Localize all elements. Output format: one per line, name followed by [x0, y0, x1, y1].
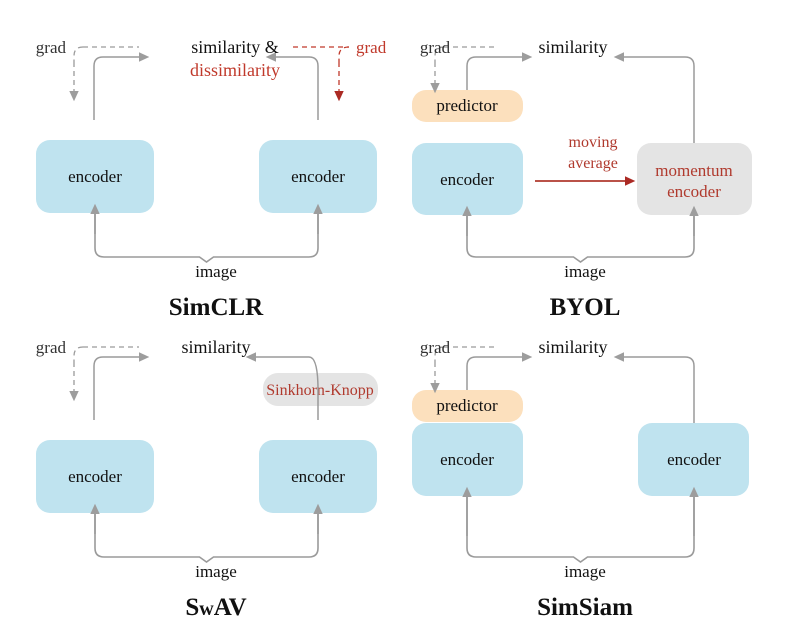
svg-text:average: average — [568, 155, 618, 172]
svg-text:image: image — [564, 262, 606, 281]
svg-text:grad: grad — [356, 38, 387, 57]
svg-text:predictor: predictor — [436, 96, 498, 115]
svg-text:encoder: encoder — [291, 467, 345, 486]
svg-text:encoder: encoder — [440, 450, 494, 469]
svg-text:similarity &: similarity & — [191, 37, 279, 57]
svg-text:grad: grad — [420, 38, 451, 57]
svg-text:image: image — [195, 562, 237, 581]
svg-text:image: image — [564, 562, 606, 581]
svg-text:Sinkhorn-Knopp: Sinkhorn-Knopp — [266, 382, 374, 399]
svg-text:SwAV: SwAV — [185, 594, 246, 621]
svg-text:dissimilarity: dissimilarity — [190, 60, 280, 80]
svg-text:image: image — [195, 262, 237, 281]
svg-text:grad: grad — [420, 338, 451, 357]
svg-text:similarity: similarity — [539, 37, 608, 57]
svg-text:SimCLR: SimCLR — [169, 294, 264, 321]
svg-text:grad: grad — [36, 38, 67, 57]
svg-text:encoder: encoder — [440, 170, 494, 189]
svg-text:similarity: similarity — [539, 337, 608, 357]
svg-text:encoder: encoder — [68, 467, 122, 486]
svg-text:SimSiam: SimSiam — [537, 594, 633, 621]
svg-text:grad: grad — [36, 338, 67, 357]
svg-text:encoder: encoder — [68, 167, 122, 186]
svg-text:encoder: encoder — [667, 182, 721, 201]
svg-text:momentum: momentum — [655, 161, 732, 180]
svg-text:similarity: similarity — [182, 337, 251, 357]
svg-text:predictor: predictor — [436, 396, 498, 415]
svg-text:encoder: encoder — [291, 167, 345, 186]
svg-text:BYOL: BYOL — [550, 294, 621, 321]
svg-text:encoder: encoder — [667, 450, 721, 469]
svg-text:moving: moving — [569, 134, 618, 151]
